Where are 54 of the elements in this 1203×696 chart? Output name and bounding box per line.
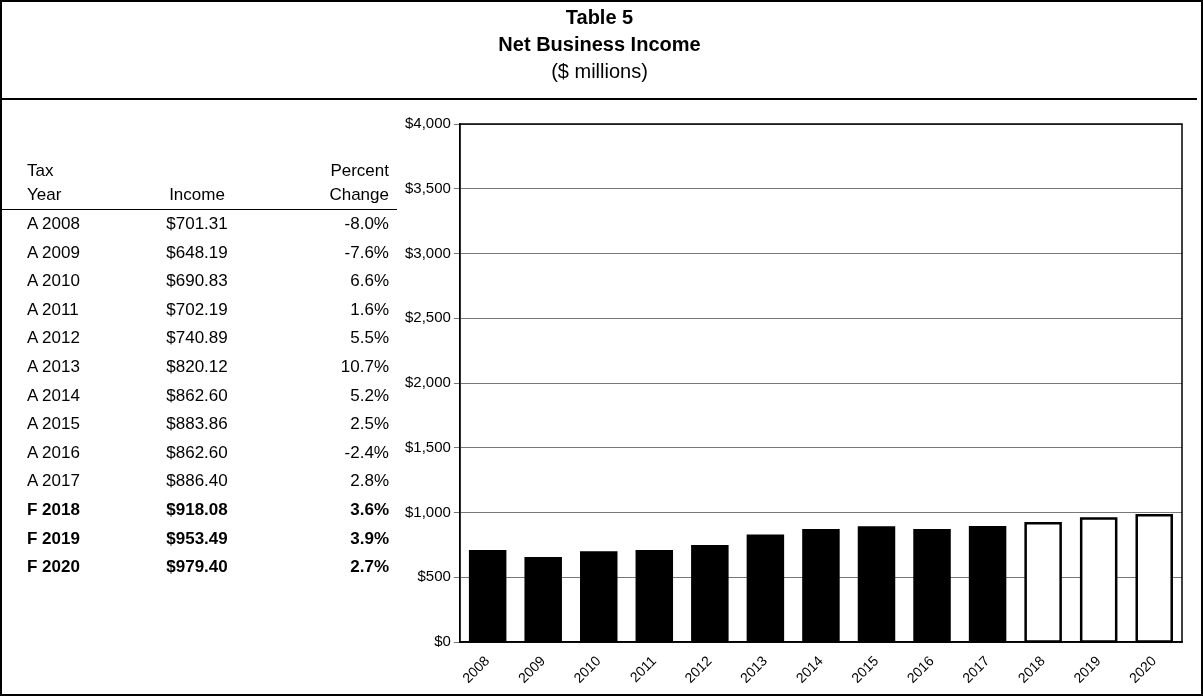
y-tick-label: $2,500 <box>404 308 451 326</box>
category-label: A 2010 <box>27 270 80 293</box>
category-label: F 2019 <box>27 527 80 550</box>
y-tick-label: $500 <box>417 567 451 585</box>
data-label: $820.12 <box>165 355 229 378</box>
data-label: $953.49 <box>165 527 229 550</box>
text: Income <box>168 184 226 206</box>
category-label: A 2009 <box>27 241 80 264</box>
data-label: $690.83 <box>165 270 229 293</box>
data-label: 1.6% <box>350 298 389 321</box>
text: Net Business Income <box>497 32 702 57</box>
data-label: $701.31 <box>165 213 229 235</box>
y-tick-label: $4,000 <box>404 114 451 132</box>
data-label: -2.4% <box>344 441 389 464</box>
data-label: 2.7% <box>350 556 389 579</box>
category-label: A 2014 <box>27 384 80 407</box>
data-label: $883.86 <box>165 413 229 436</box>
category-label: A 2016 <box>27 441 80 464</box>
data-label: 5.2% <box>350 384 389 407</box>
data-label: $702.19 <box>165 298 229 321</box>
data-label: $918.08 <box>165 498 229 521</box>
y-tick-label: $0 <box>434 632 451 650</box>
category-label: F 2020 <box>27 556 80 579</box>
y-tick-label: $2,000 <box>404 373 451 391</box>
y-tick-label: $1,000 <box>404 502 451 520</box>
data-label: 2.8% <box>350 470 389 493</box>
data-label: 2.5% <box>350 413 389 436</box>
y-tick-label: $1,500 <box>404 437 451 455</box>
data-label: $862.60 <box>165 441 229 464</box>
data-label: $862.60 <box>165 384 229 407</box>
category-label: F 2018 <box>27 498 80 521</box>
data-label: -8.0% <box>344 213 389 235</box>
data-label: 5.5% <box>350 327 389 350</box>
text: Tax Year <box>27 160 63 206</box>
category-label: A 2013 <box>27 355 80 378</box>
data-label: 10.7% <box>340 355 389 378</box>
data-label: 6.6% <box>350 270 389 293</box>
data-label: 3.9% <box>350 527 389 550</box>
text: ($ millions) <box>550 59 649 84</box>
data-label: -7.6% <box>344 241 389 264</box>
category-label: A 2008 <box>27 213 80 235</box>
text: Percent Change <box>328 160 389 206</box>
category-label: A 2011 <box>27 298 79 321</box>
category-label: A 2017 <box>27 470 80 493</box>
data-label: $979.40 <box>165 556 229 579</box>
category-label: A 2012 <box>27 327 80 350</box>
category-label: A 2015 <box>27 413 80 436</box>
data-label: $648.19 <box>165 241 229 264</box>
data-label: 3.6% <box>350 498 389 521</box>
y-tick-label: $3,500 <box>404 178 451 196</box>
y-tick-label: $3,000 <box>404 243 451 261</box>
data-label: $886.40 <box>165 470 229 493</box>
data-label: $740.89 <box>165 327 229 350</box>
text: Table 5 <box>564 5 635 30</box>
